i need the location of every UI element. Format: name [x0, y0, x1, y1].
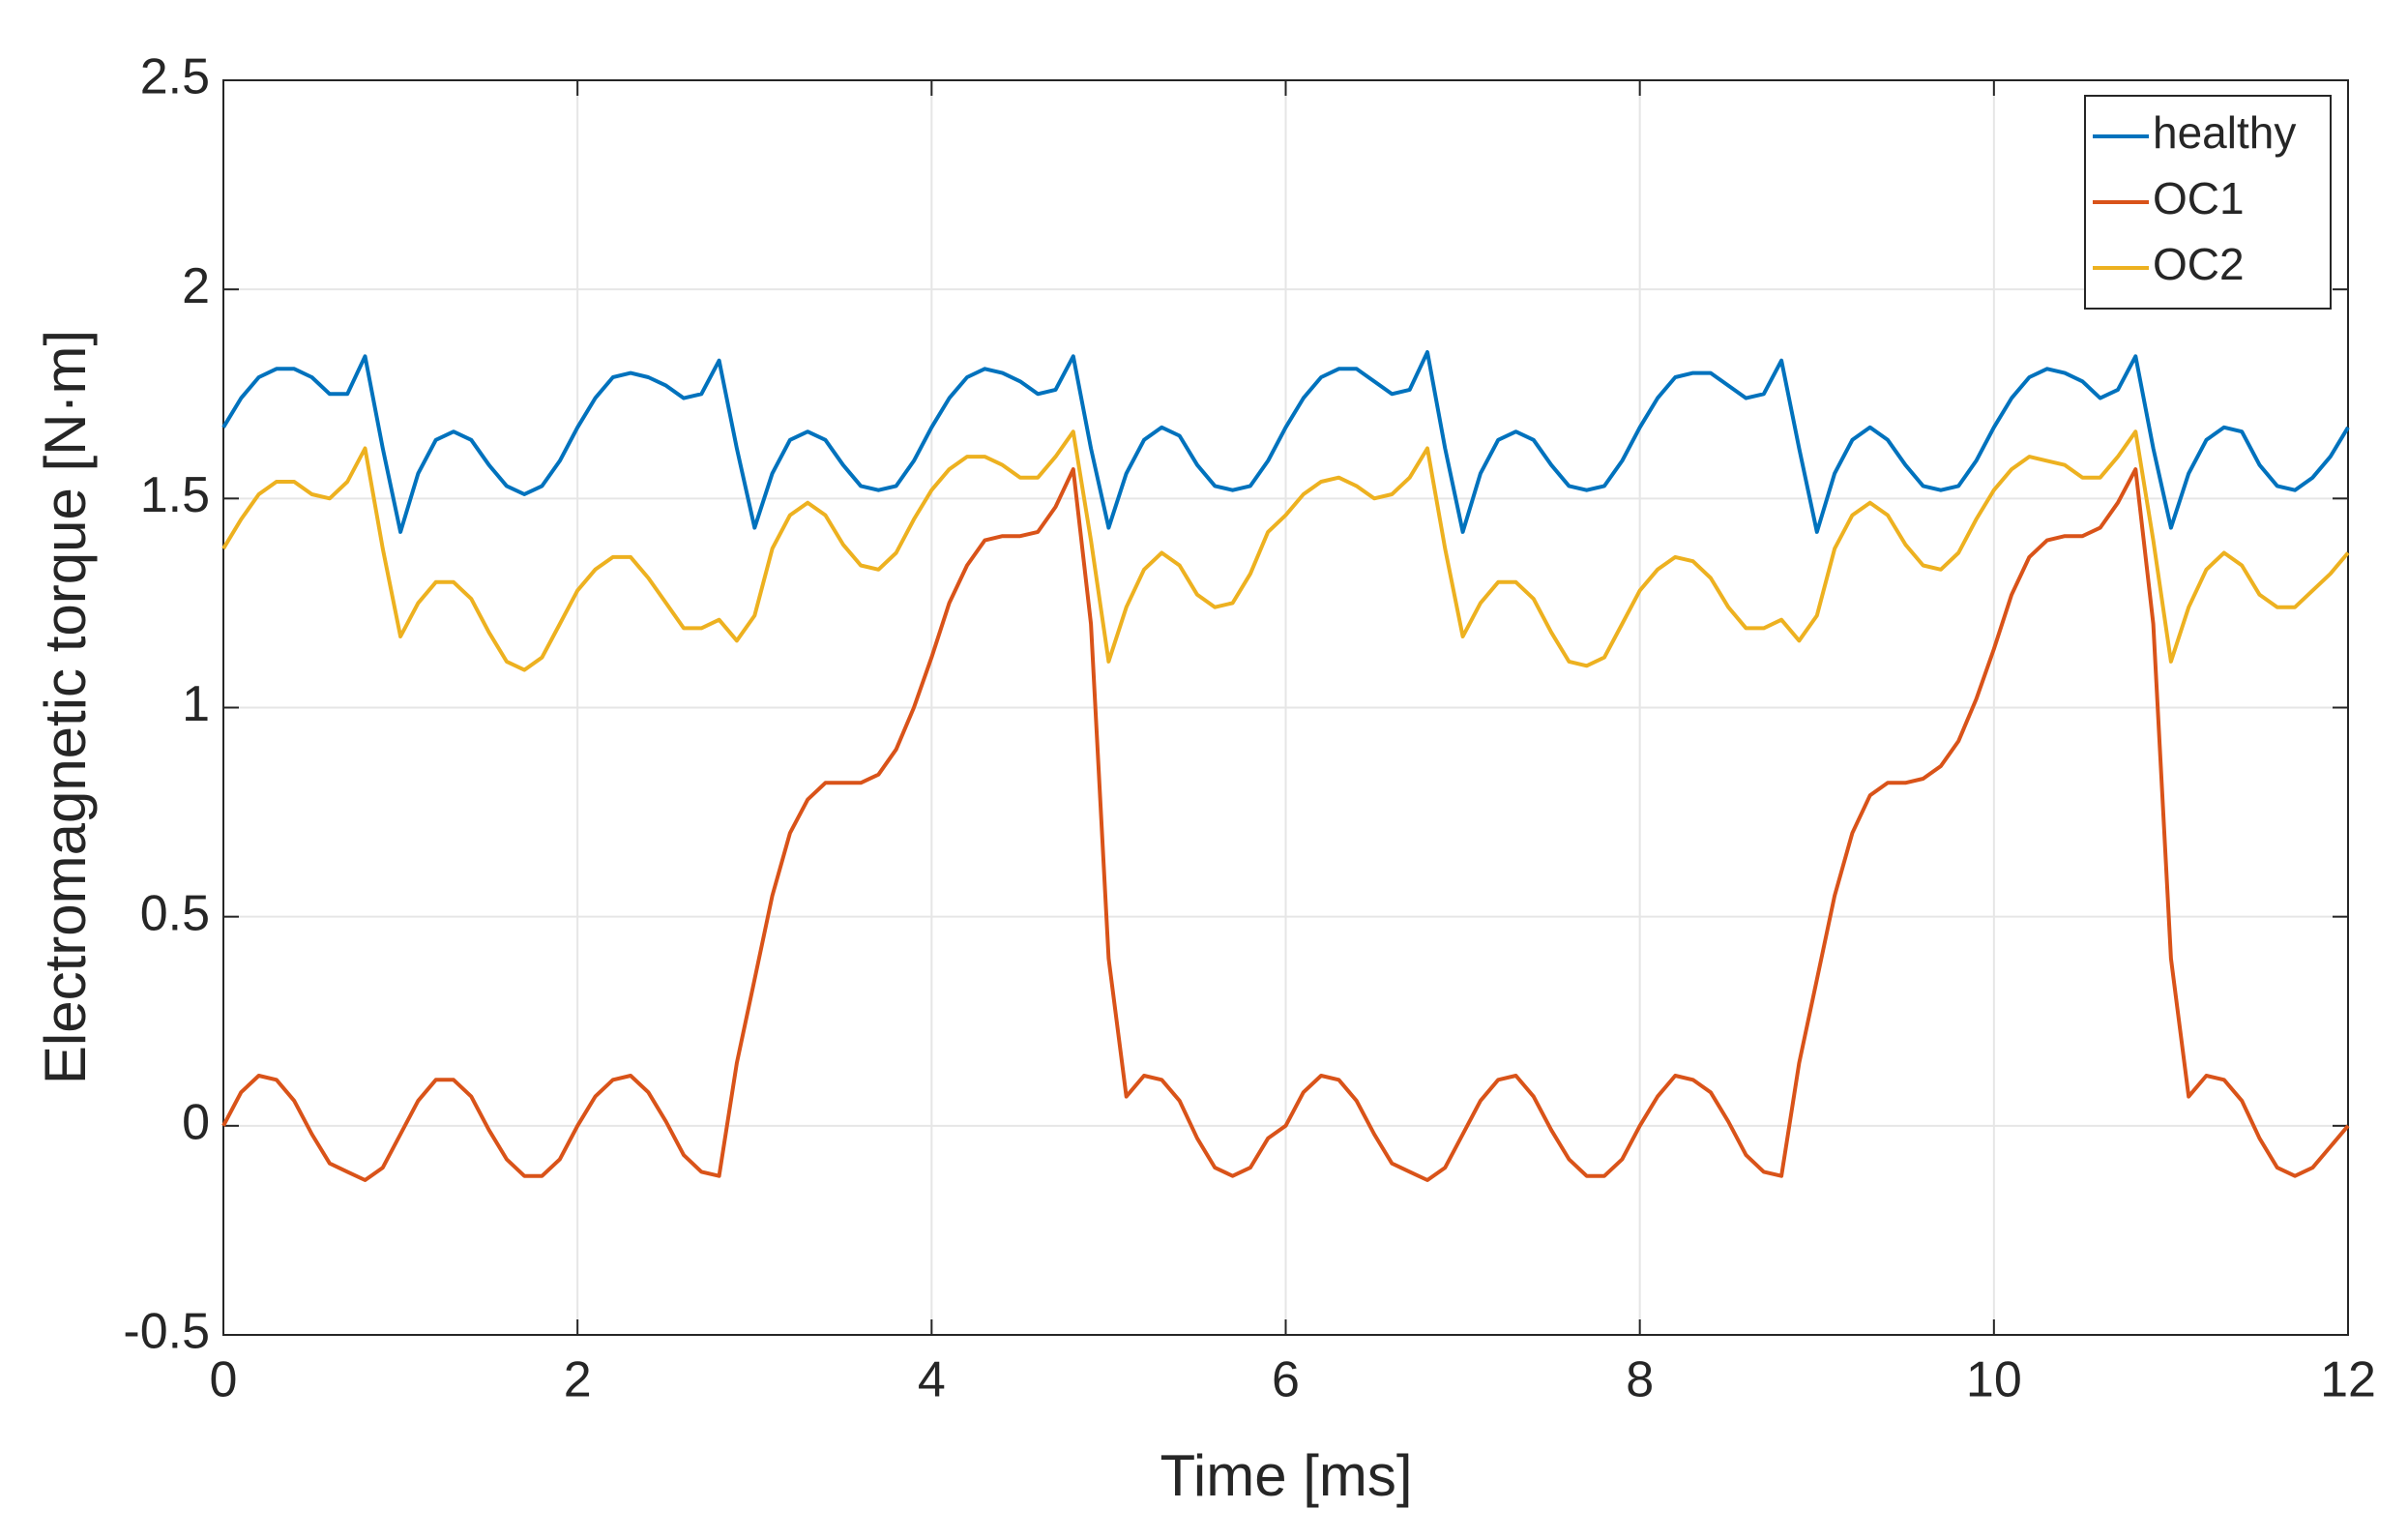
y-axis-label: Electromagnetic torque [N·m]: [33, 330, 98, 1084]
x-tick-label: 6: [1272, 1352, 1300, 1408]
x-tick-label: 8: [1626, 1352, 1654, 1408]
legend-label: OC2: [2153, 239, 2245, 289]
x-tick-label: 12: [2320, 1352, 2376, 1408]
x-tick-label: 0: [210, 1352, 238, 1408]
y-tick-label: 2: [182, 258, 210, 314]
x-axis-label: Time [ms]: [1160, 1443, 1412, 1508]
y-tick-label: 0.5: [140, 885, 210, 941]
legend-label: healthy: [2153, 107, 2296, 158]
x-tick-label: 4: [918, 1352, 946, 1408]
y-tick-label: -0.5: [123, 1304, 210, 1360]
y-tick-label: 1: [182, 676, 210, 732]
series-line: [221, 467, 2350, 1182]
y-tick-label: 1.5: [140, 467, 210, 523]
x-tick-label: 10: [1966, 1352, 2022, 1408]
series-line: [221, 350, 2350, 534]
plot-frame: [222, 79, 2349, 1336]
x-tick-label: 2: [564, 1352, 592, 1408]
y-tick-label: 2.5: [140, 49, 210, 105]
legend-label: OC1: [2153, 173, 2245, 223]
y-tick-label: 0: [182, 1095, 210, 1151]
series-line: [221, 429, 2350, 672]
